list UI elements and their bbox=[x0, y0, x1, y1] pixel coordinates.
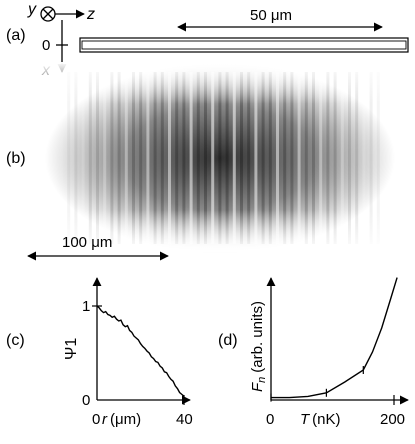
d-x-axis-var: T bbox=[300, 411, 311, 428]
c-x-tick-label-0: 0 bbox=[92, 411, 100, 428]
c-y-tick-label-0: 0 bbox=[82, 392, 90, 409]
c-series-line bbox=[96, 305, 185, 397]
c-y-tick-label-1: 1 bbox=[82, 298, 90, 315]
panel-d: (d) 0 200 Fn (arb. units) T (nK) bbox=[218, 277, 409, 428]
d-x-tick-label-0: 0 bbox=[266, 411, 274, 428]
panel-d-label: (d) bbox=[218, 332, 238, 349]
panel-b: (b) 100 μm bbox=[6, 62, 400, 261]
d-y-axis-label: Fn (arb. units) bbox=[249, 301, 268, 392]
d-markers bbox=[270, 366, 364, 402]
x-zero-label: 0 bbox=[42, 37, 50, 54]
panel-a: (a) y z 0 x 50 μm bbox=[6, 1, 409, 79]
waveguide-inner bbox=[81, 40, 407, 50]
d-y-axis-unit: (arb. units) bbox=[249, 301, 266, 373]
axis-z-label: z bbox=[86, 6, 95, 23]
d-series-line bbox=[271, 277, 398, 399]
d-y-axis-sub: n bbox=[256, 377, 268, 383]
d-x-tick-label-200: 200 bbox=[380, 411, 405, 428]
scalebar-100um-label: 100 μm bbox=[62, 234, 112, 251]
c-x-tick-label-40: 40 bbox=[176, 411, 193, 428]
d-x-axis-unit: (nK) bbox=[312, 411, 340, 428]
axis-y-label: y bbox=[27, 1, 37, 18]
panel-a-label: (a) bbox=[6, 27, 26, 44]
c-x-axis-unit: (μm) bbox=[110, 411, 141, 428]
c-x-axis-var: r bbox=[102, 411, 108, 428]
d-y-axis-var: F bbox=[249, 382, 266, 392]
c-x-axis-label: r (μm) bbox=[102, 411, 141, 428]
panel-c-label: (c) bbox=[6, 332, 25, 349]
d-x-axis-label: T (nK) bbox=[300, 411, 341, 428]
cloud-fade bbox=[40, 62, 400, 252]
c-y-axis-label: Ψ1 bbox=[63, 338, 80, 360]
panel-b-label: (b) bbox=[6, 150, 26, 167]
panel-c: (c) 1 0 0 40 Ψ1 r (μm) bbox=[6, 277, 193, 428]
scalebar-50um-label: 50 μm bbox=[250, 7, 292, 24]
into-page-icon bbox=[40, 6, 56, 22]
waveguide-outer bbox=[79, 37, 409, 53]
